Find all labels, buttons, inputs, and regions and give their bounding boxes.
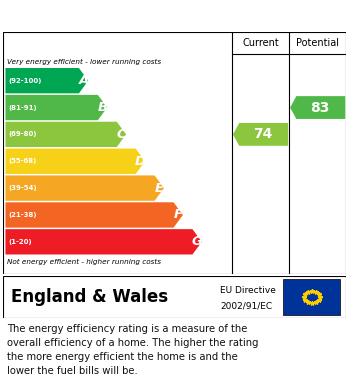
Polygon shape — [290, 96, 345, 119]
Polygon shape — [6, 176, 164, 201]
Text: A: A — [79, 74, 89, 87]
Polygon shape — [233, 123, 288, 146]
Text: C: C — [117, 128, 126, 141]
Text: The energy efficiency rating is a measure of the
overall efficiency of a home. T: The energy efficiency rating is a measur… — [7, 324, 259, 376]
Text: Not energy efficient - higher running costs: Not energy efficient - higher running co… — [7, 259, 161, 265]
Polygon shape — [6, 202, 183, 228]
Text: G: G — [192, 235, 203, 248]
Text: (55-68): (55-68) — [8, 158, 37, 164]
Text: (92-100): (92-100) — [8, 78, 42, 84]
Text: Potential: Potential — [296, 38, 339, 48]
Bar — [283, 279, 340, 315]
Text: England & Wales: England & Wales — [11, 288, 168, 306]
Text: Current: Current — [242, 38, 279, 48]
Text: F: F — [174, 208, 183, 221]
Text: Energy Efficiency Rating: Energy Efficiency Rating — [9, 7, 211, 23]
Text: E: E — [155, 181, 164, 195]
Text: (39-54): (39-54) — [8, 185, 37, 191]
Polygon shape — [6, 229, 202, 255]
Text: EU Directive: EU Directive — [220, 286, 276, 295]
Polygon shape — [6, 149, 145, 174]
Text: (69-80): (69-80) — [8, 131, 37, 137]
Text: B: B — [97, 101, 108, 114]
Text: 83: 83 — [310, 100, 329, 115]
Polygon shape — [6, 95, 107, 120]
Text: Very energy efficient - lower running costs: Very energy efficient - lower running co… — [7, 59, 161, 65]
Text: 2002/91/EC: 2002/91/EC — [220, 302, 272, 311]
Text: D: D — [135, 155, 146, 168]
Text: (81-91): (81-91) — [8, 104, 37, 111]
Text: (1-20): (1-20) — [8, 239, 32, 245]
Text: 74: 74 — [253, 127, 272, 142]
Text: (21-38): (21-38) — [8, 212, 37, 218]
Polygon shape — [6, 122, 126, 147]
Polygon shape — [6, 68, 88, 93]
